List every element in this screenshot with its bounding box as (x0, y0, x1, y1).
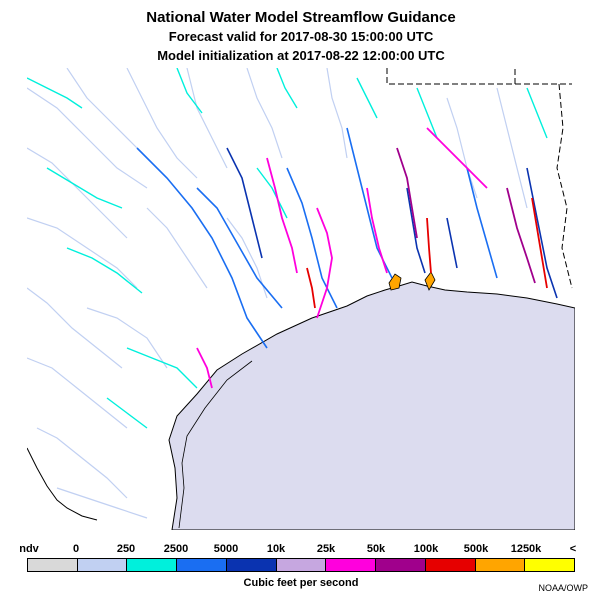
legend-labels: ndv 0 250 2500 5000 10k 25k 50k 100k 500… (0, 543, 602, 557)
legend-swatch (177, 559, 227, 571)
legend-swatch (127, 559, 178, 571)
barrier-islands (178, 360, 253, 529)
streamflow-map (27, 68, 575, 530)
sabine-lake (424, 271, 436, 291)
legend-label: < (569, 543, 577, 555)
galveston-bay (388, 273, 402, 291)
legend-color-bar (27, 558, 575, 572)
legend-swatch (525, 559, 575, 571)
map-title: National Water Model Streamflow Guidance (146, 9, 456, 26)
gulf-of-mexico (168, 281, 575, 530)
legend-swatch (77, 559, 128, 571)
minor-streams (27, 68, 528, 519)
legend-swatch (475, 559, 526, 571)
forecast-valid-time: Forecast valid for 2017-08-30 15:00:00 U… (168, 29, 434, 44)
dark-blue-rivers (226, 147, 558, 299)
legend-label: 100k (413, 543, 439, 555)
legend-label: 250 (116, 543, 136, 555)
legend-swatch (425, 559, 476, 571)
credit-label: NOAA/OWP (538, 583, 588, 593)
extreme-flood-rivers (306, 197, 548, 309)
legend-label: 50k (366, 543, 386, 555)
mexico-border (27, 447, 98, 521)
legend-swatch (276, 559, 327, 571)
high-flow-rivers (196, 127, 488, 389)
legend-label: 2500 (163, 543, 189, 555)
legend-swatch (376, 559, 426, 571)
state-boundary-sabine (556, 83, 573, 289)
legend-swatch (28, 559, 78, 571)
legend-label: ndv (19, 543, 39, 555)
legend-label: 25k (316, 543, 336, 555)
state-boundary-texas-louisiana (386, 68, 572, 85)
legend-label: 1250k (510, 543, 542, 555)
cyan-streams (27, 68, 548, 429)
legend-units: Cubic feet per second (243, 577, 359, 589)
model-init-time: Model initialization at 2017-08-22 12:00… (157, 48, 445, 63)
legend-label: 500k (463, 543, 489, 555)
legend-label: 10k (266, 543, 286, 555)
legend-label: 5000 (213, 543, 239, 555)
legend-swatch (226, 559, 277, 571)
legend-swatch (326, 559, 377, 571)
legend-label: 0 (72, 543, 80, 555)
map-title-block: National Water Model Streamflow Guidance… (0, 8, 602, 65)
major-flood-rivers (396, 147, 536, 284)
